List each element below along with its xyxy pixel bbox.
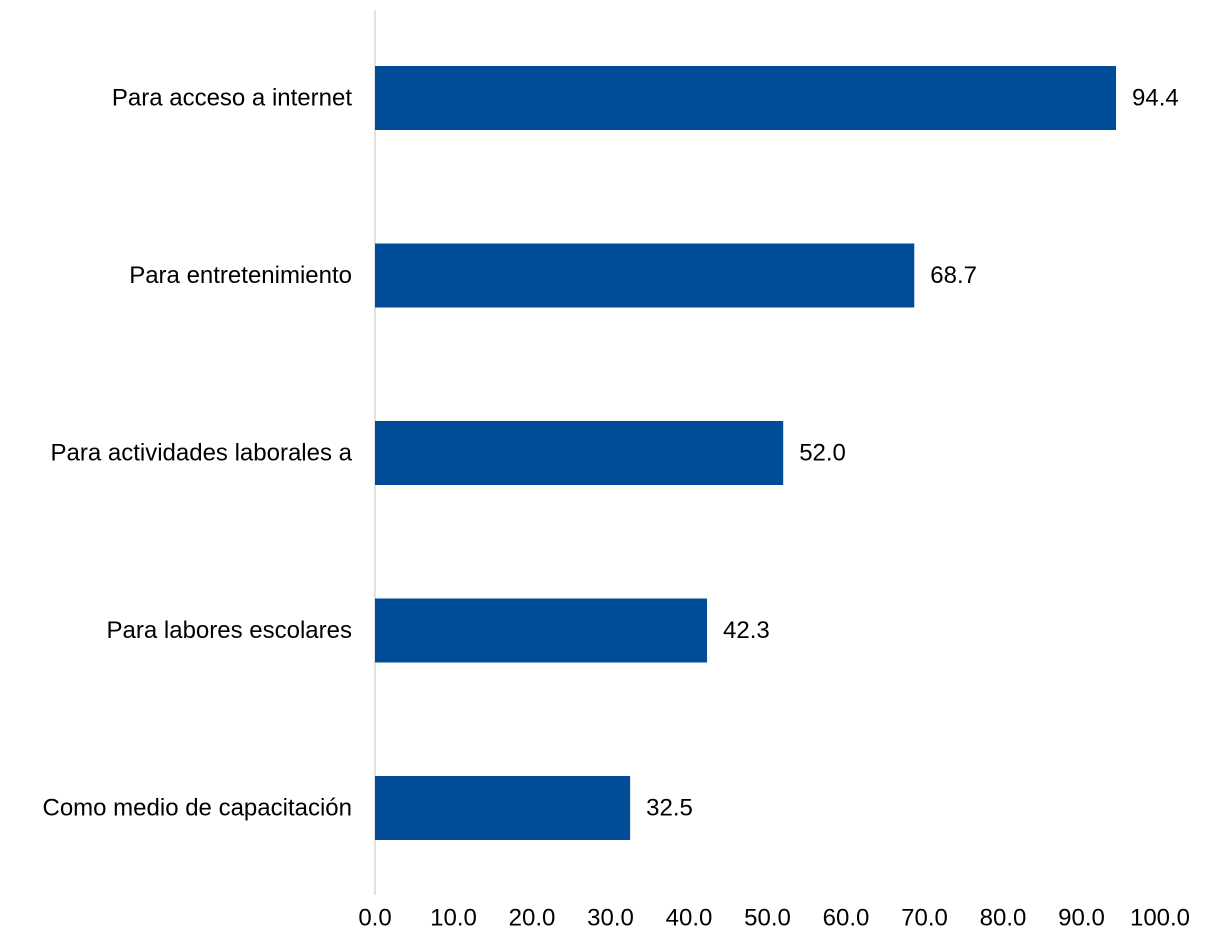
x-tick-label: 80.0 — [980, 905, 1027, 932]
bar — [375, 421, 784, 485]
data-label: 94.4 — [1132, 85, 1179, 112]
bar — [375, 598, 708, 663]
x-tick-label: 50.0 — [744, 905, 791, 932]
category-label: Para actividades laborales a — [50, 440, 352, 467]
value-labels-group: 94.4 68.7 52.0 42.3 32.5 — [646, 85, 1179, 822]
x-tick-label: 10.0 — [430, 905, 477, 932]
category-label: Como medio de capacitación — [42, 795, 352, 822]
x-tick-label: 60.0 — [823, 905, 870, 932]
x-tick-labels-group: 0.0 10.0 20.0 30.0 40.0 50.0 60.0 70.0 80.0 90.0 1… — [358, 905, 1190, 932]
bar — [375, 776, 631, 840]
data-label: 52.0 — [799, 440, 846, 467]
x-tick-label: 30.0 — [587, 905, 634, 932]
data-label: 42.3 — [723, 617, 770, 644]
bars-group — [375, 66, 1117, 840]
category-label: Para labores escolares — [107, 617, 352, 644]
category-label: Para entretenimiento — [129, 262, 352, 289]
data-label: 32.5 — [646, 795, 693, 822]
x-tick-label: 90.0 — [1058, 905, 1105, 932]
x-tick-label: 20.0 — [509, 905, 556, 932]
x-tick-label: 100.0 — [1130, 905, 1190, 932]
x-tick-label: 40.0 — [666, 905, 713, 932]
category-label: Para acceso a internet — [112, 85, 352, 112]
bar — [375, 66, 1117, 130]
category-labels-group: Para acceso a internet Para entretenimien… — [42, 85, 352, 822]
x-tick-label: 70.0 — [901, 905, 948, 932]
bar — [375, 243, 915, 308]
x-tick-label: 0.0 — [358, 905, 391, 932]
data-label: 68.7 — [930, 262, 977, 289]
